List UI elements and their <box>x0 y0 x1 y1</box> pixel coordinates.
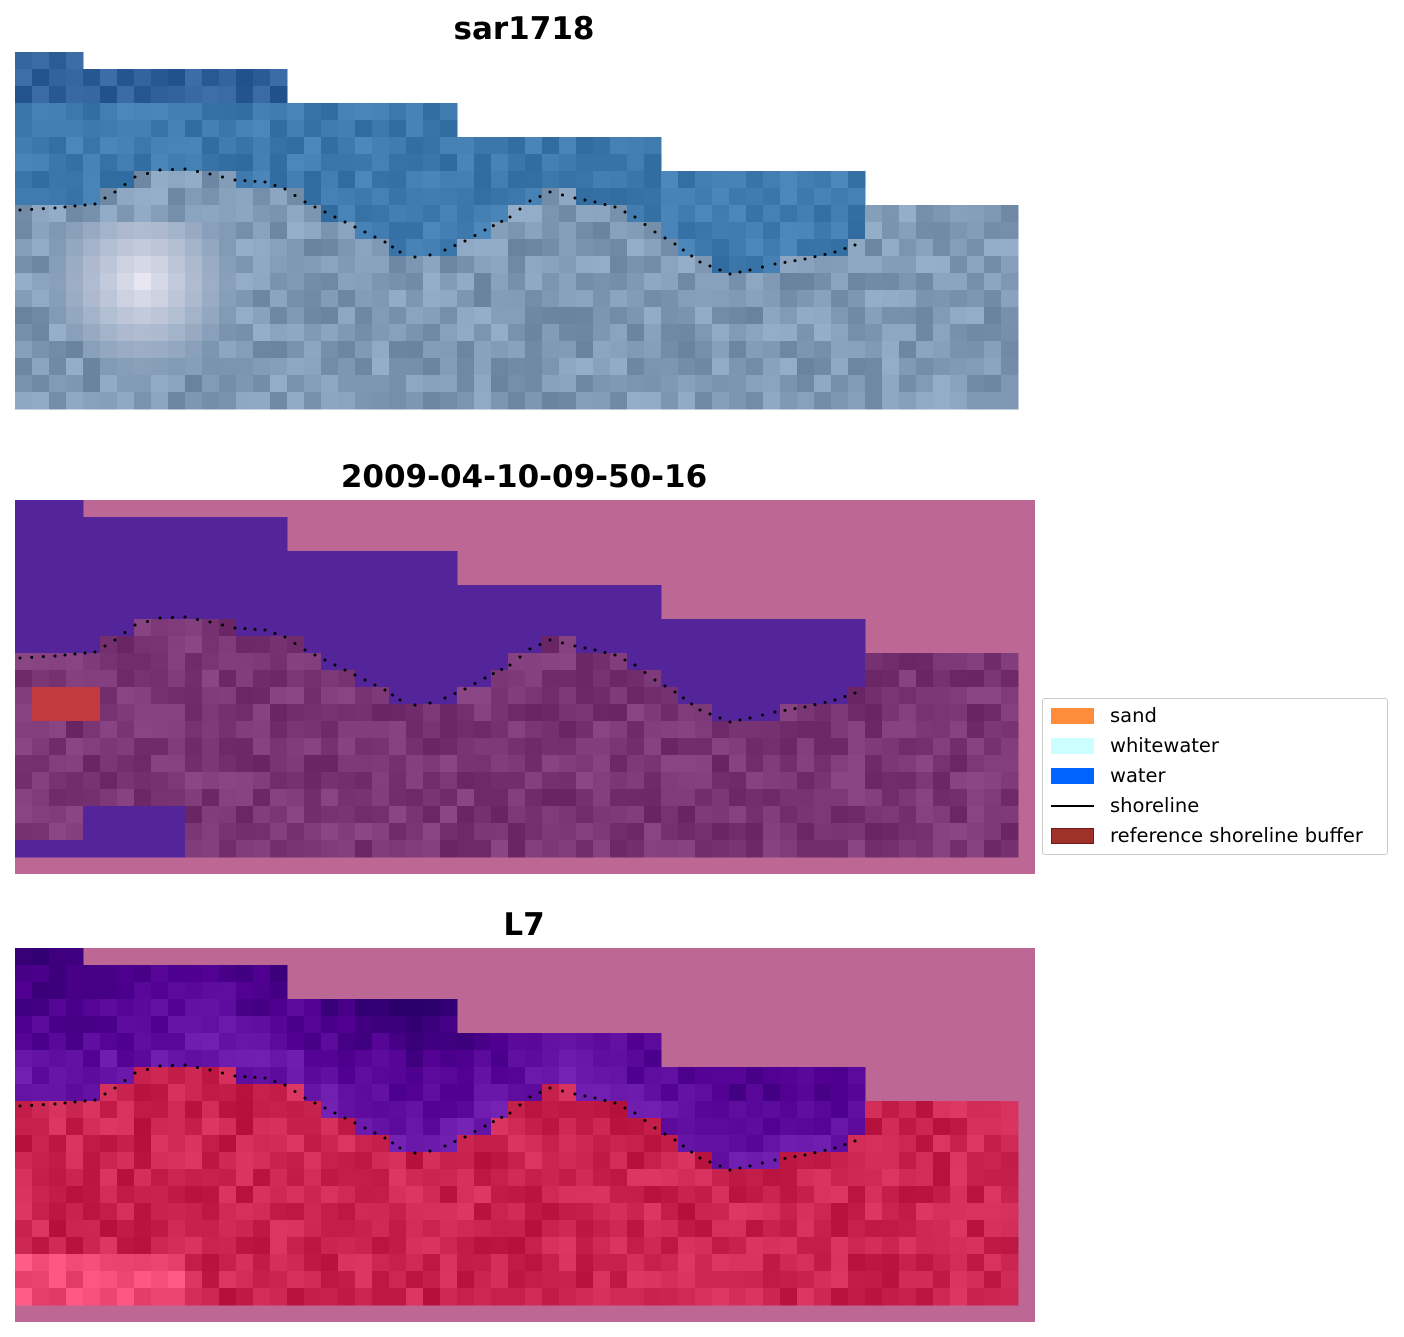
sand-swatch-icon <box>1051 708 1094 724</box>
legend-label-sand: sand <box>1110 704 1157 727</box>
shoreline-dots <box>18 615 857 724</box>
water-swatch-icon <box>1051 768 1094 784</box>
panel-title-index: L7 <box>503 907 545 943</box>
legend-item-whitewater: whitewater <box>1051 734 1387 757</box>
panel-title-classified: 2009-04-10-09-50-16 <box>340 459 708 495</box>
legend-item-water: water <box>1051 764 1387 787</box>
legend-item-reference-shoreline-buffer: reference shoreline buffer <box>1051 824 1387 847</box>
rgb-image-panel <box>15 52 1019 410</box>
legend-item-sand: sand <box>1051 704 1387 727</box>
legend-label-whitewater: whitewater <box>1110 734 1219 757</box>
whitewater-swatch-icon <box>1051 738 1094 754</box>
shoreline-dots <box>18 167 857 276</box>
legend-label-reference-shoreline-buffer: reference shoreline buffer <box>1110 824 1363 847</box>
shoreline-dots <box>18 1063 857 1172</box>
legend-label-water: water <box>1110 764 1166 787</box>
classified-image-panel <box>15 500 1035 874</box>
shoreline-line-icon <box>1051 805 1094 807</box>
panel-title-rgb: sar1718 <box>453 11 595 47</box>
reference-buffer-swatch-icon <box>1051 828 1094 844</box>
index-pixel-grid <box>15 948 1019 1306</box>
legend: sand whitewater water shoreline referenc… <box>1042 698 1388 855</box>
legend-item-shoreline: shoreline <box>1051 794 1387 817</box>
classified-pixel-grid <box>15 500 1019 858</box>
legend-label-shoreline: shoreline <box>1110 794 1200 817</box>
